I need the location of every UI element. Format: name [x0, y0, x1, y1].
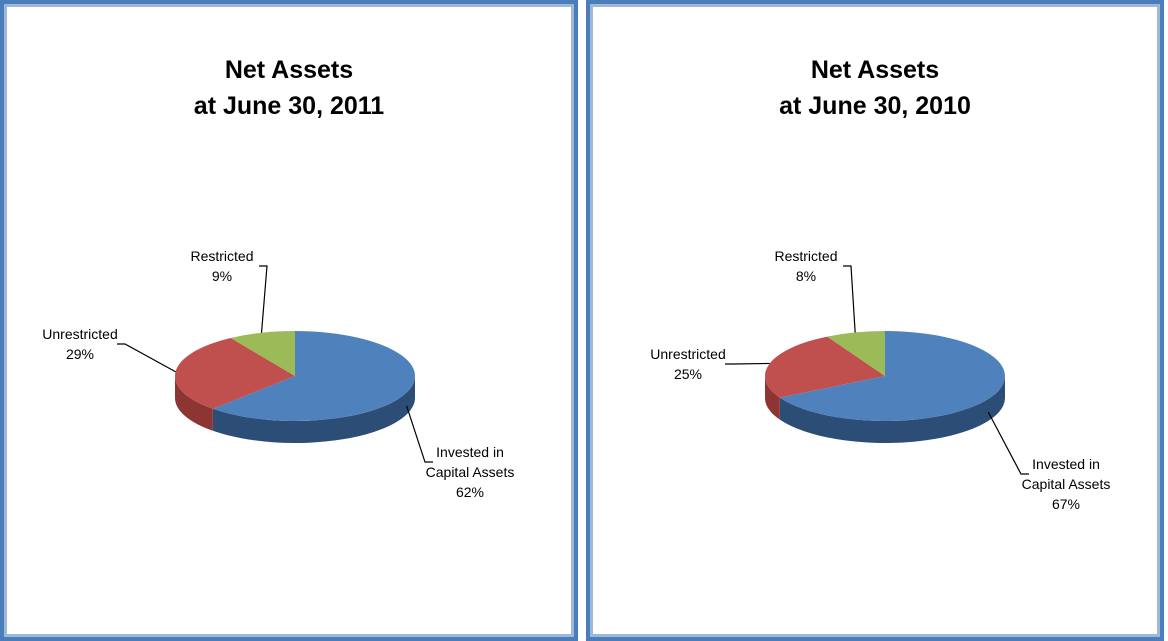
chart-title: Net Assets at June 30, 2010: [779, 56, 971, 120]
pie-slice: [230, 331, 295, 376]
category-label: Restricted: [774, 248, 838, 264]
leader-line: [259, 265, 268, 333]
category-label: Invested in Capital Assets: [425, 444, 515, 480]
slice-label: Restricted 8%: [751, 246, 861, 286]
pie-slice-side: [765, 376, 780, 420]
slice-label: Invested in Capital Assets 62%: [415, 442, 525, 502]
slice-label: Restricted 9%: [167, 246, 277, 286]
value-label: 25%: [673, 366, 703, 382]
leader-line: [406, 405, 433, 463]
pie-canvas: [117, 265, 433, 463]
pie-slice-side: [779, 376, 1005, 444]
pie-canvas: [725, 265, 1029, 475]
pie-slice-side: [175, 376, 213, 431]
leader-line: [987, 411, 1029, 475]
pie-slice: [174, 338, 295, 409]
value-label: 9%: [211, 268, 233, 284]
category-label: Unrestricted: [650, 346, 726, 362]
slice-label: Invested in Capital Assets 67%: [1011, 454, 1121, 514]
chart-panel: Net Assets at June 30, 2010 Invested in C…: [586, 0, 1164, 641]
pie-slice: [765, 336, 885, 398]
category-label: Unrestricted: [42, 326, 118, 342]
leader-line: [725, 362, 770, 365]
leader-line: [843, 265, 856, 333]
slice-label: Unrestricted 29%: [25, 324, 135, 364]
slice-label: Unrestricted 25%: [633, 344, 743, 384]
value-label: 62%: [455, 484, 485, 500]
pie-slice: [827, 331, 885, 376]
value-label: 67%: [1051, 496, 1081, 512]
value-label: 8%: [795, 268, 817, 284]
pie-slice: [212, 331, 415, 421]
leader-line: [117, 343, 176, 373]
pie-slice: [779, 331, 1005, 421]
category-label: Invested in Capital Assets: [1021, 456, 1111, 492]
chart-title: Net Assets at June 30, 2011: [193, 56, 385, 120]
chart-panel: Net Assets at June 30, 2011 Invested in C…: [0, 0, 578, 641]
pie-slice-side: [212, 376, 415, 444]
value-label: 29%: [65, 346, 95, 362]
category-label: Restricted: [190, 248, 254, 264]
